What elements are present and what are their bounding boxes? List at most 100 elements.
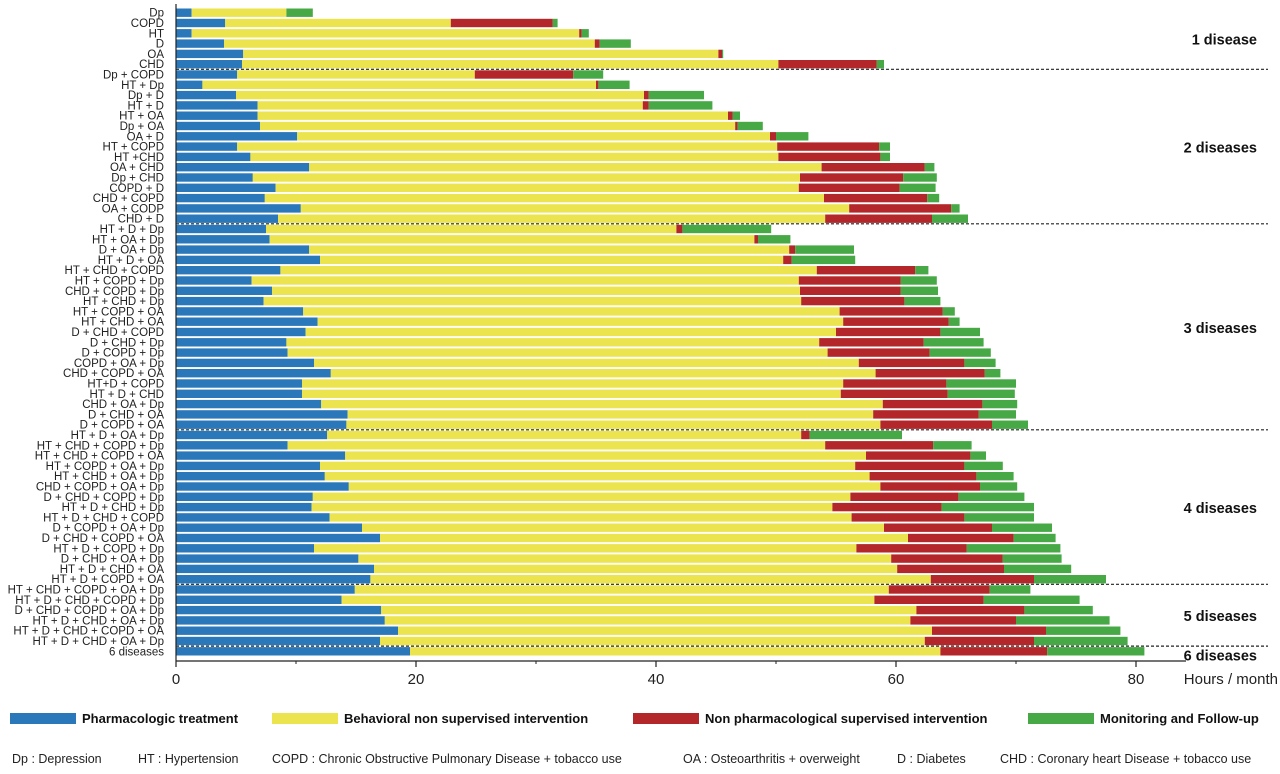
category-label: HT + D + OA — [98, 255, 165, 267]
bar-segment — [302, 379, 844, 388]
bar-segment — [176, 193, 265, 203]
bar-segment — [176, 482, 349, 491]
bar-segment — [176, 605, 382, 615]
bar-segment — [176, 214, 278, 223]
bar-segment — [347, 410, 874, 419]
legend-label: Pharmacologic treatment — [82, 710, 239, 726]
bar-segment — [176, 245, 310, 254]
category-label: HT + D + CHD + OA + Dp — [33, 636, 164, 648]
bar-segment — [1004, 564, 1072, 574]
category-label: HT + COPD + OA + Dp — [46, 461, 164, 473]
bar-segment — [176, 204, 301, 213]
x-tick-label: 60 — [888, 671, 905, 688]
category-label: COPD + OA + Dp — [74, 358, 164, 370]
bar-segment — [798, 276, 901, 285]
bar-segment — [176, 18, 226, 28]
category-label: CHD + COPD — [93, 193, 164, 205]
bar-segment — [932, 626, 1046, 635]
bar-segment — [579, 29, 582, 38]
bar-segment — [380, 636, 925, 646]
category-label: D + CHD + OA — [88, 409, 164, 421]
group-label: 2 diseases — [1184, 141, 1257, 157]
bar-segment — [737, 121, 763, 131]
bar-segment — [855, 461, 965, 471]
bar-segment — [176, 513, 330, 522]
bar-segment — [940, 327, 980, 337]
bar-segment — [176, 626, 398, 635]
bar-segment — [923, 338, 984, 347]
bar-segment — [176, 317, 318, 326]
bar-segment — [947, 389, 1015, 398]
bar-segment — [876, 60, 884, 69]
bar-segment — [976, 472, 1014, 481]
bar-segment — [305, 327, 837, 337]
bar-segment — [964, 461, 1003, 471]
bar-segment — [791, 255, 856, 265]
bar-segment — [176, 399, 322, 409]
bar-segment — [899, 183, 936, 192]
abbreviation-item: Dp : Depression — [12, 752, 102, 766]
bar-segment — [770, 132, 776, 141]
bar-segment — [942, 307, 955, 316]
bar-segment — [320, 255, 784, 265]
bar-segment — [758, 235, 791, 244]
abbreviation-item: CHD : Coronary heart Disease + tobacco u… — [1000, 752, 1252, 766]
bar-segment — [648, 90, 704, 100]
legend-swatch — [272, 712, 338, 724]
category-label: HT + D + CHD + Dp — [62, 502, 164, 514]
bar-segment — [225, 18, 451, 28]
bar-segment — [266, 224, 677, 234]
bar-segment — [924, 636, 1034, 646]
bar-segment — [324, 472, 870, 481]
legend-label: Non pharmacological supervised intervent… — [705, 710, 988, 726]
bar-segment — [410, 647, 941, 656]
bar-segment — [903, 173, 937, 182]
bar-segment — [816, 266, 916, 275]
bar-segment — [941, 502, 1034, 512]
bar-segment — [1034, 636, 1128, 646]
bar-segment — [381, 605, 917, 615]
bar-segment — [243, 49, 719, 59]
category-label: Dp + CHD — [111, 173, 164, 185]
bar-segment — [280, 266, 817, 275]
bar-segment — [1002, 554, 1062, 563]
bar-segment — [317, 317, 844, 326]
bar-segment — [718, 49, 722, 59]
bar-segment — [776, 132, 809, 141]
legend-label: Monitoring and Follow-up — [1100, 710, 1259, 726]
category-label: D + COPD + Dp — [82, 348, 164, 360]
group-separators — [176, 68, 1268, 647]
bar-segment — [581, 29, 589, 38]
category-label: OA — [147, 49, 164, 61]
legend-item: Behavioral non supervised intervention — [272, 706, 588, 730]
category-label: D + COPD + OA + Dp — [52, 523, 164, 535]
bar-segment — [176, 296, 264, 306]
bar-segment — [176, 338, 287, 347]
bar-segment — [176, 647, 410, 656]
bar-segment — [450, 18, 553, 28]
bar-segment — [286, 338, 820, 347]
bar-segment — [858, 358, 965, 368]
bar-segment — [309, 245, 790, 254]
bar-segment — [801, 430, 810, 440]
bar-segment — [272, 286, 800, 295]
category-label: HT + D + CHD + OA + Dp — [33, 615, 164, 627]
bar-segment — [176, 307, 304, 316]
bars-layer — [176, 8, 1145, 656]
bar-segment — [982, 399, 1018, 409]
bar-segment — [800, 286, 901, 295]
category-label: D — [156, 39, 164, 51]
bar-segment — [932, 214, 968, 223]
category-label: D + CHD + COPD + Dp — [44, 492, 164, 504]
bar-segment — [849, 204, 952, 213]
bar-segment — [176, 472, 325, 481]
abbreviation-key: Dp : Depression HT : Hypertension COPD : C… — [0, 752, 1280, 774]
bar-segment — [191, 8, 287, 17]
bar-segment — [176, 327, 306, 337]
category-label: HT + COPD — [103, 142, 164, 154]
category-label: HT + COPD + Dp — [75, 276, 164, 288]
abbreviation-item: D : Diabetes — [897, 752, 966, 766]
category-label: Dp + OA — [120, 121, 165, 133]
bar-segment — [314, 544, 857, 553]
category-label: D + CHD + COPD + OA — [42, 533, 165, 545]
